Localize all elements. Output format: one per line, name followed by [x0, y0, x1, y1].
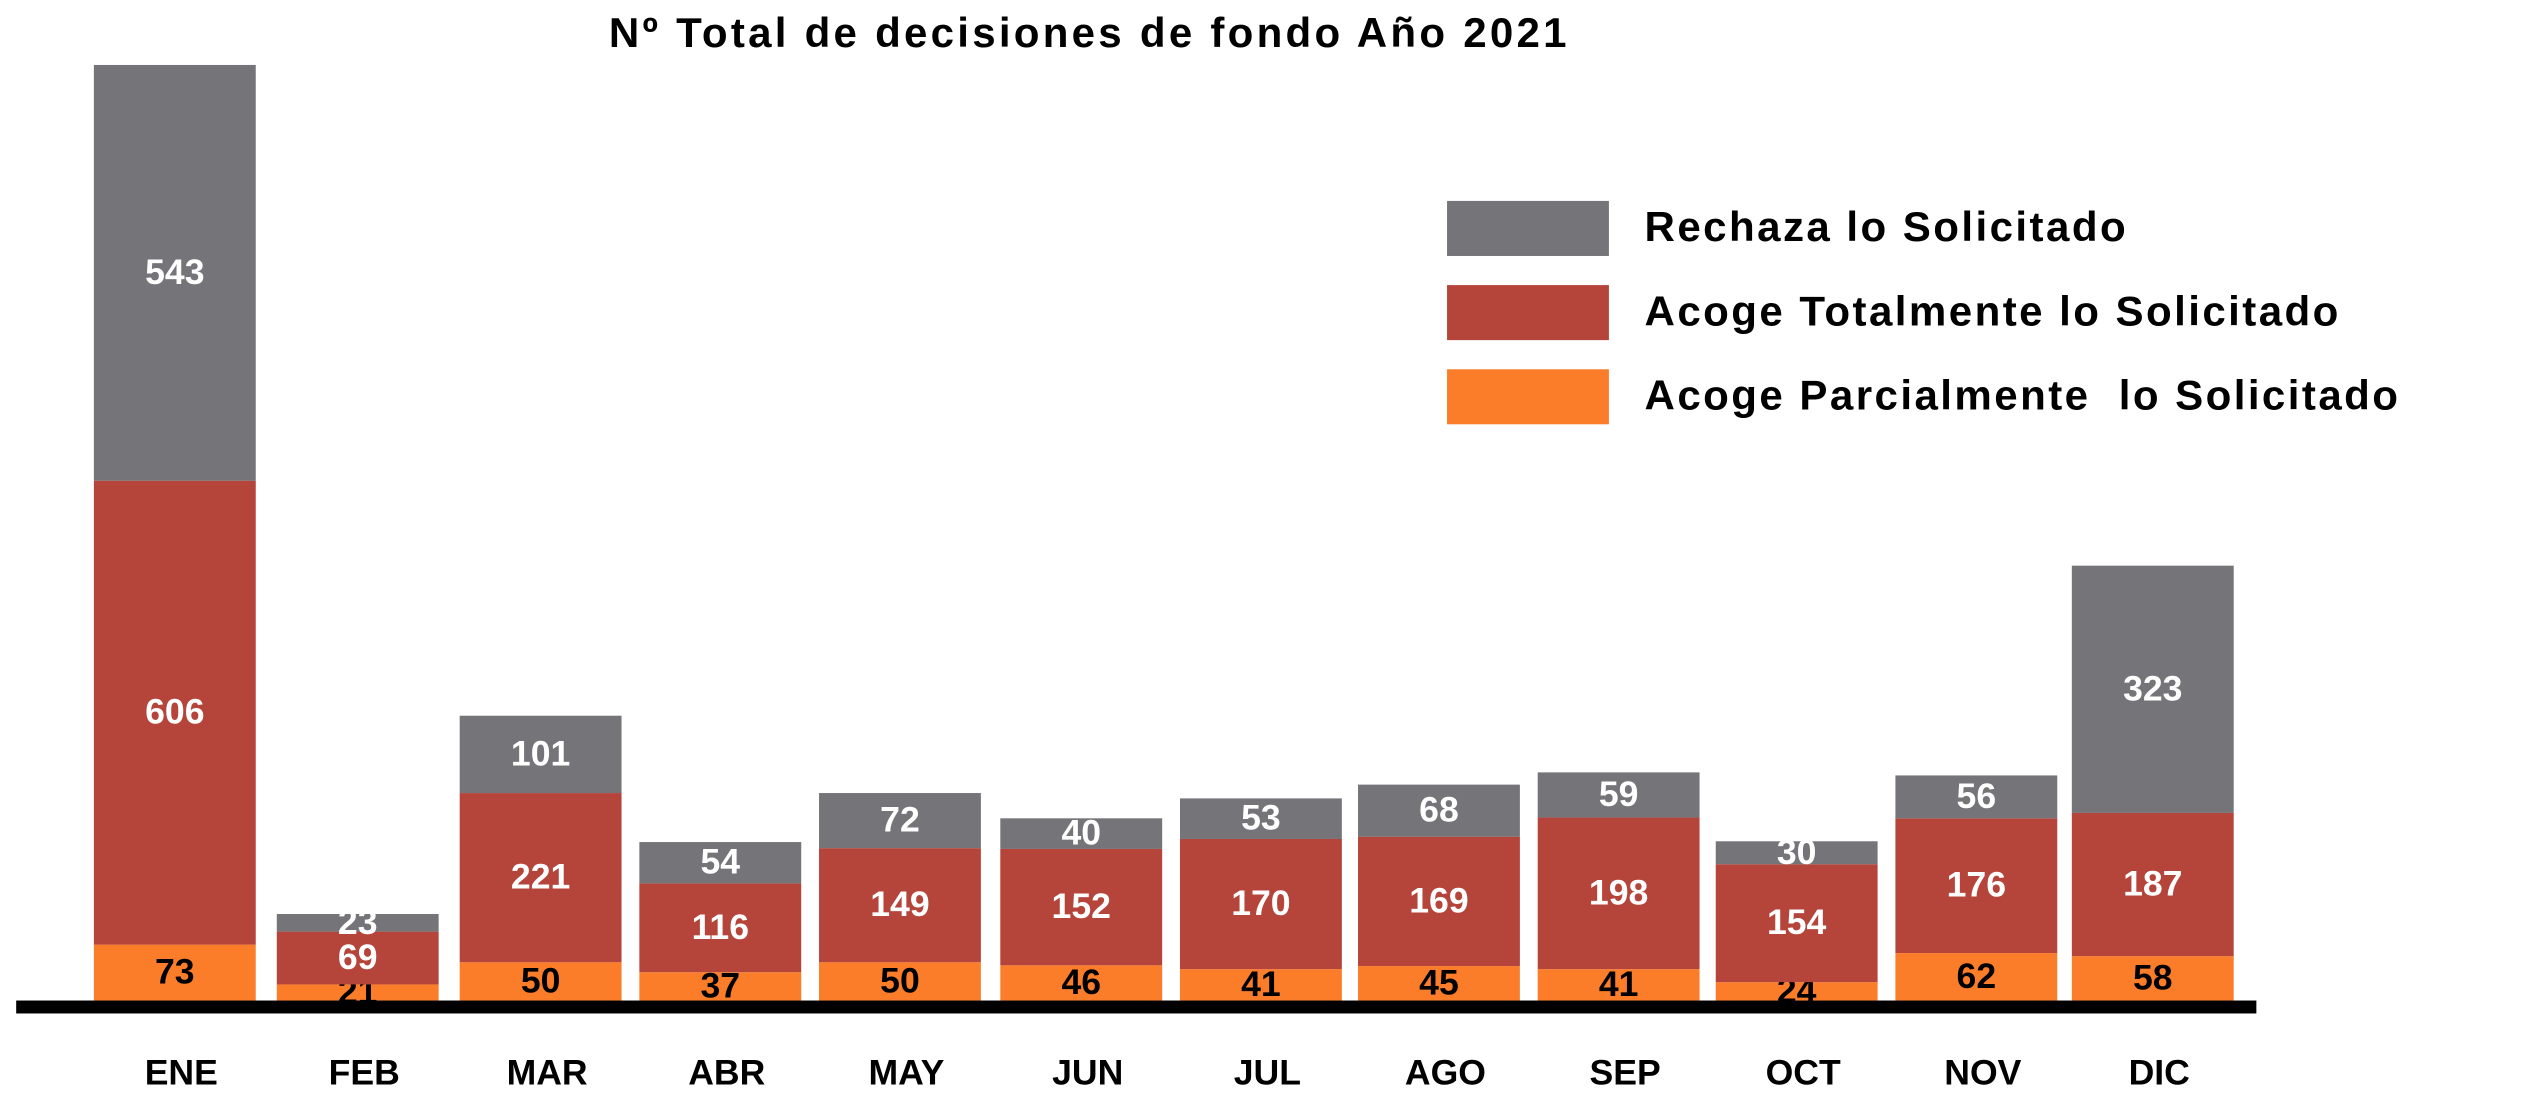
data-label: 40	[1061, 813, 1101, 853]
data-label: 606	[145, 692, 204, 732]
x-tick-label: ENE	[145, 1052, 218, 1092]
x-tick-label: FEB	[329, 1052, 400, 1092]
data-label: 30	[1777, 832, 1817, 872]
data-label: 101	[511, 733, 570, 773]
bar-segment	[93, 480, 256, 945]
bar-segment	[459, 962, 622, 1001]
x-tick-label: JUL	[1234, 1052, 1301, 1092]
data-label: 116	[692, 907, 749, 947]
bar-segment	[459, 793, 622, 963]
bar-segment	[93, 944, 256, 1001]
bar-segment	[819, 793, 981, 849]
bar-segment	[639, 972, 802, 1001]
data-label: 323	[2123, 668, 2182, 708]
data-label: 53	[1241, 798, 1281, 838]
data-label: 50	[521, 960, 561, 1000]
data-label: 198	[1589, 872, 1648, 912]
legend-swatch	[1447, 200, 1609, 256]
data-label: 46	[1061, 962, 1101, 1002]
data-label: 69	[338, 937, 378, 977]
bar-segment	[2071, 812, 2234, 957]
legend-label: Acoge Parcialmente lo Solicitado	[1645, 372, 2401, 419]
bar-segment	[639, 883, 802, 973]
bar-segment	[93, 64, 256, 481]
bar-segment	[1000, 818, 1163, 849]
data-label: 41	[1599, 964, 1639, 1004]
bar-segment	[1358, 836, 1520, 967]
x-tick-label: NOV	[1944, 1052, 2021, 1092]
x-tick-label: AGO	[1405, 1052, 1486, 1092]
x-tick-label: OCT	[1766, 1052, 1841, 1092]
bar-segment	[1715, 982, 1878, 1001]
x-tick-label: MAR	[507, 1052, 588, 1092]
data-label: 152	[1052, 886, 1111, 926]
data-label: 73	[155, 952, 195, 992]
bar-segment	[459, 715, 622, 794]
bar-segment	[276, 914, 439, 932]
bar-segment	[1537, 772, 1700, 818]
legend-label: Rechaza lo Solicitado	[1645, 203, 2129, 250]
data-label: 45	[1419, 962, 1459, 1002]
data-label: 41	[1241, 964, 1281, 1004]
data-label: 68	[1419, 790, 1459, 830]
bar-segment	[1358, 966, 1520, 1001]
data-label: 50	[880, 960, 920, 1000]
bar-segment	[1715, 864, 1878, 983]
bar-segment	[2071, 956, 2234, 1001]
baseline	[16, 1000, 2257, 1014]
data-label: 176	[1947, 865, 2006, 905]
bar-segment	[1179, 969, 1342, 1001]
data-label: 543	[145, 252, 204, 292]
data-label: 58	[2133, 957, 2173, 997]
bar-segment	[1895, 775, 2058, 819]
data-label: 72	[880, 800, 920, 840]
data-label: 59	[1599, 774, 1639, 814]
data-label: 221	[511, 857, 570, 897]
data-label: 170	[1231, 883, 1290, 923]
x-tick-label: JUN	[1052, 1052, 1123, 1092]
data-label: 149	[870, 884, 929, 924]
bar-segment	[276, 984, 439, 1001]
x-tick-label: SEP	[1589, 1052, 1660, 1092]
bar-segment	[819, 848, 981, 963]
data-label: 23	[338, 902, 378, 942]
bar-segment	[819, 962, 981, 1001]
bar-segment	[1537, 817, 1700, 970]
data-label: 56	[1957, 776, 1997, 816]
legend-swatch	[1447, 285, 1609, 341]
bar-segment	[2071, 565, 2234, 813]
chart-title: Nº Total de decisiones de fondo Año 2021	[609, 9, 1570, 56]
bar-segment	[639, 842, 802, 884]
legend-swatch	[1447, 369, 1609, 425]
bar-segment	[1179, 838, 1342, 970]
bar-segment	[1358, 784, 1520, 837]
legend-label: Acoge Totalmente lo Solicitado	[1645, 287, 2341, 334]
bar-segment	[1537, 969, 1700, 1001]
bar-segment	[1000, 965, 1163, 1001]
data-label: 62	[1957, 956, 1997, 996]
data-label: 54	[700, 842, 740, 882]
x-tick-label: ABR	[688, 1052, 765, 1092]
x-tick-label: DIC	[2129, 1052, 2190, 1092]
bar-segment	[276, 931, 439, 985]
bar-segment	[1895, 953, 2058, 1001]
bar-segment	[1179, 798, 1342, 839]
data-label: 169	[1409, 880, 1468, 920]
bar-segment	[1715, 841, 1878, 865]
data-label: 187	[2123, 864, 2182, 904]
x-tick-label: MAY	[869, 1052, 945, 1092]
data-label: 154	[1767, 902, 1827, 942]
bar-segment	[1000, 848, 1163, 966]
bar-segment	[1895, 818, 2058, 954]
